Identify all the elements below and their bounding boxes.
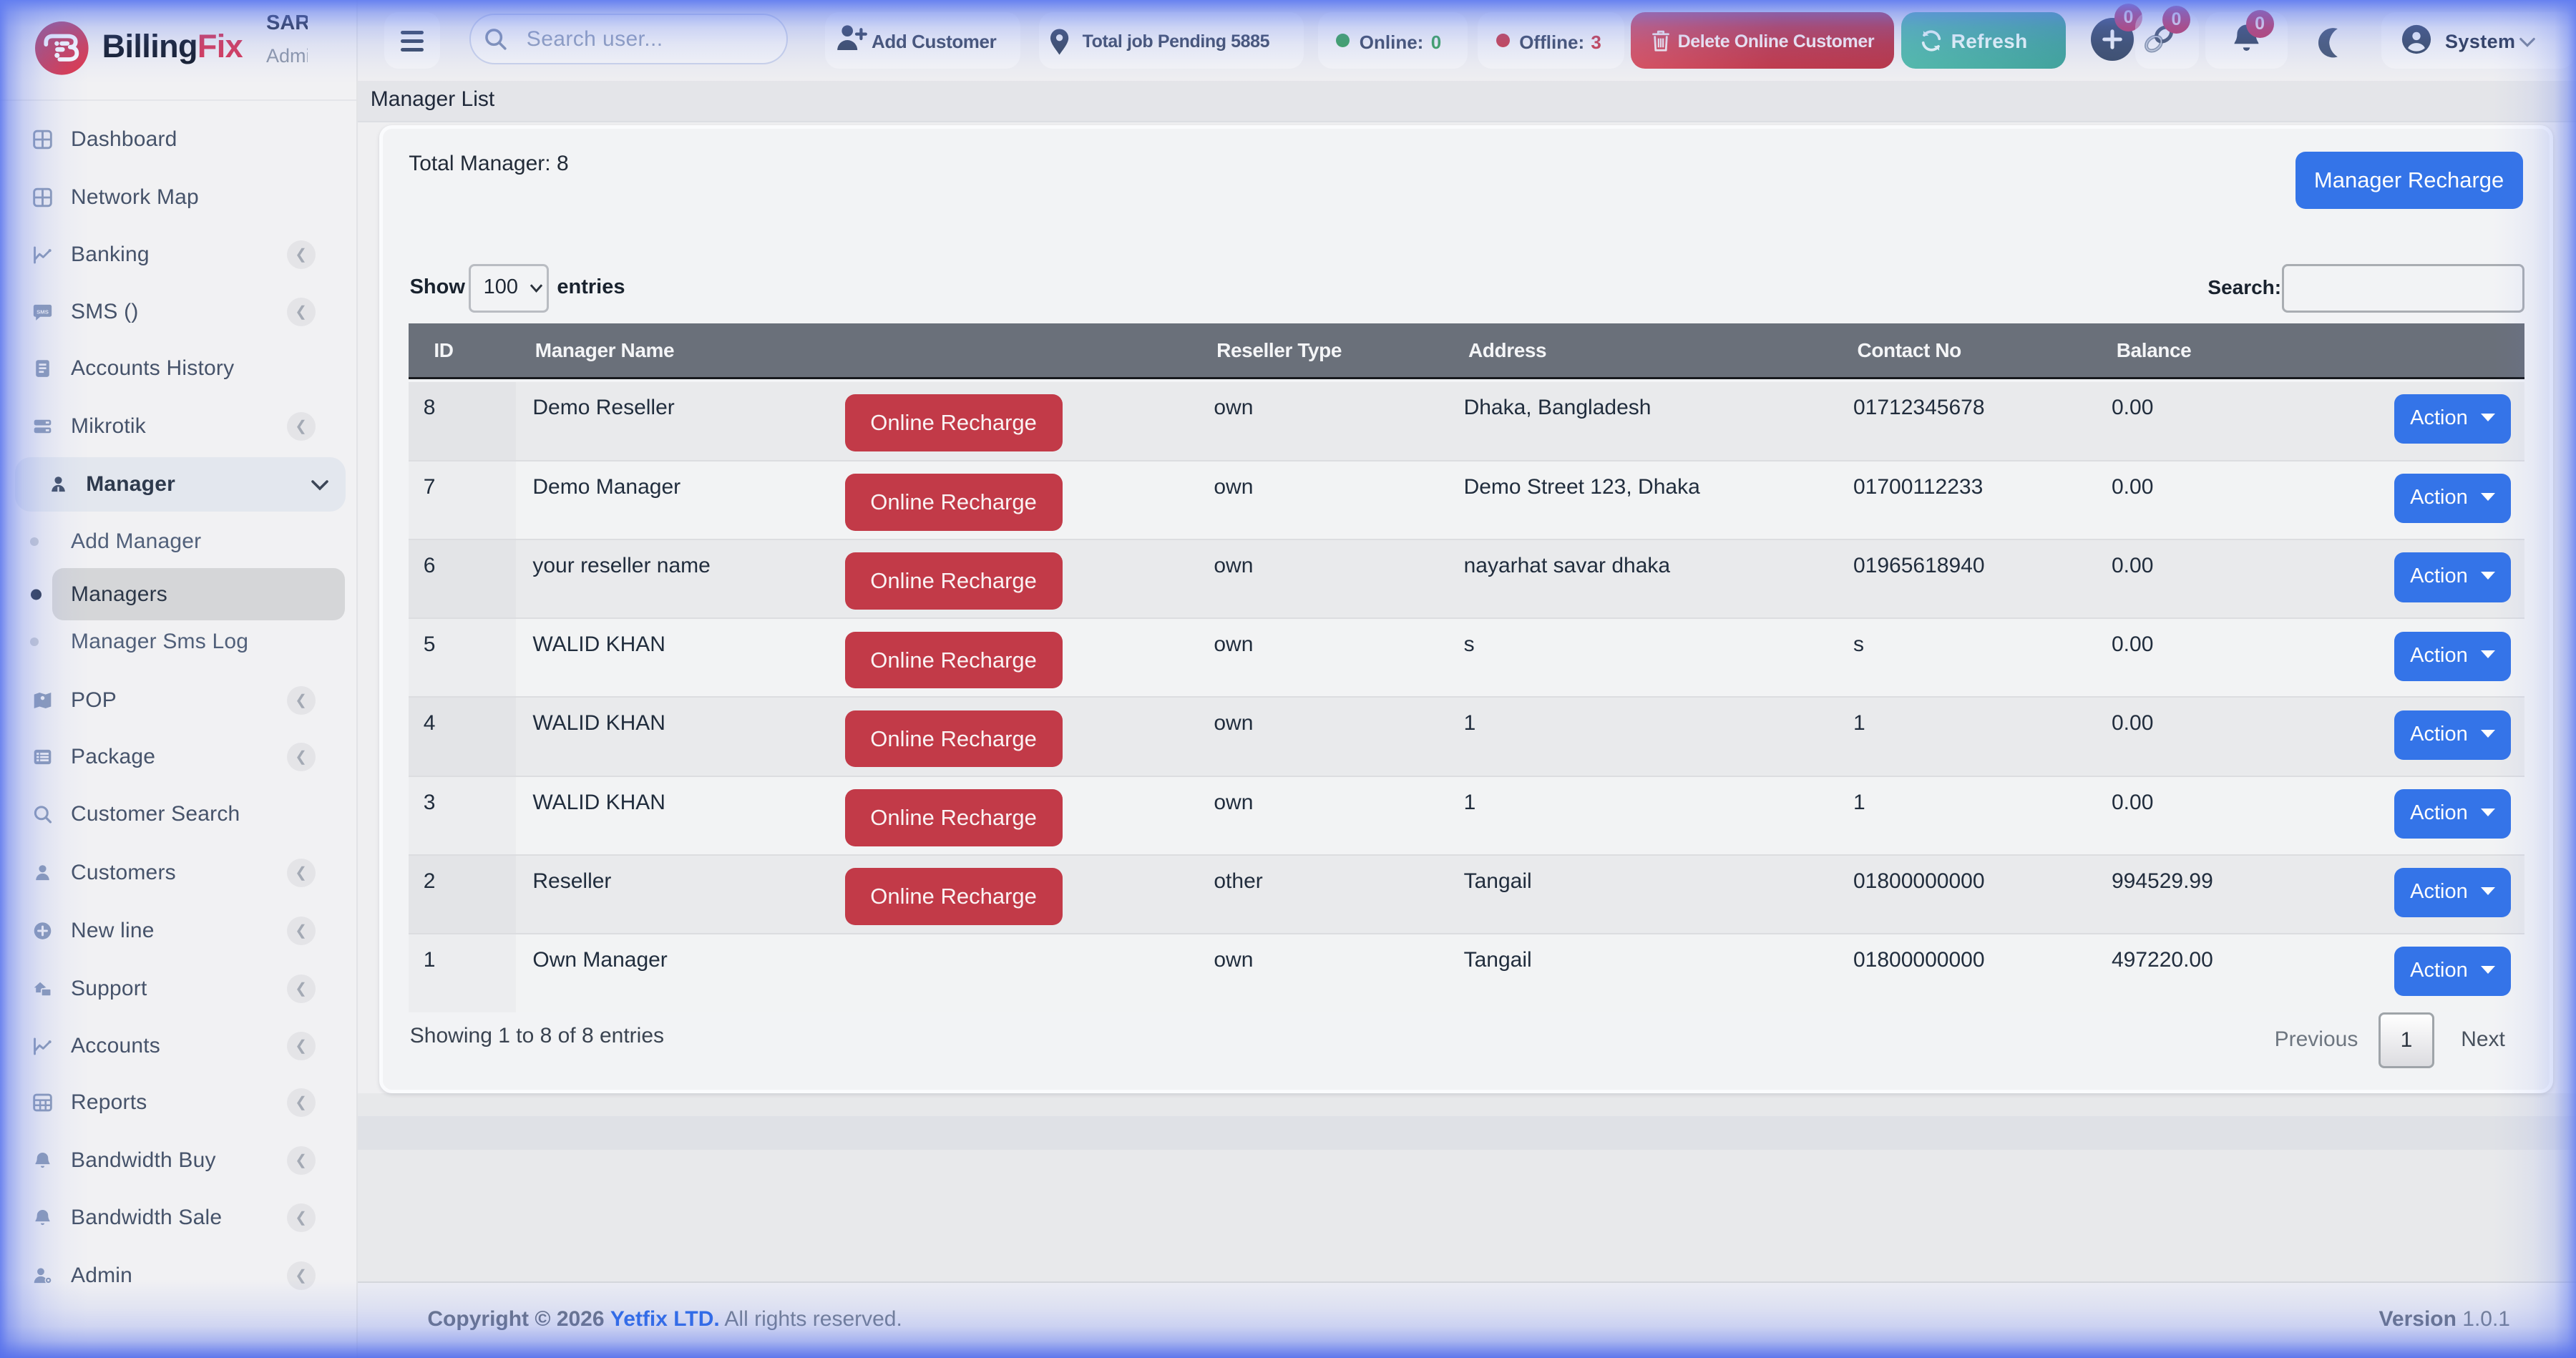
svg-text:SMS: SMS <box>36 309 49 316</box>
